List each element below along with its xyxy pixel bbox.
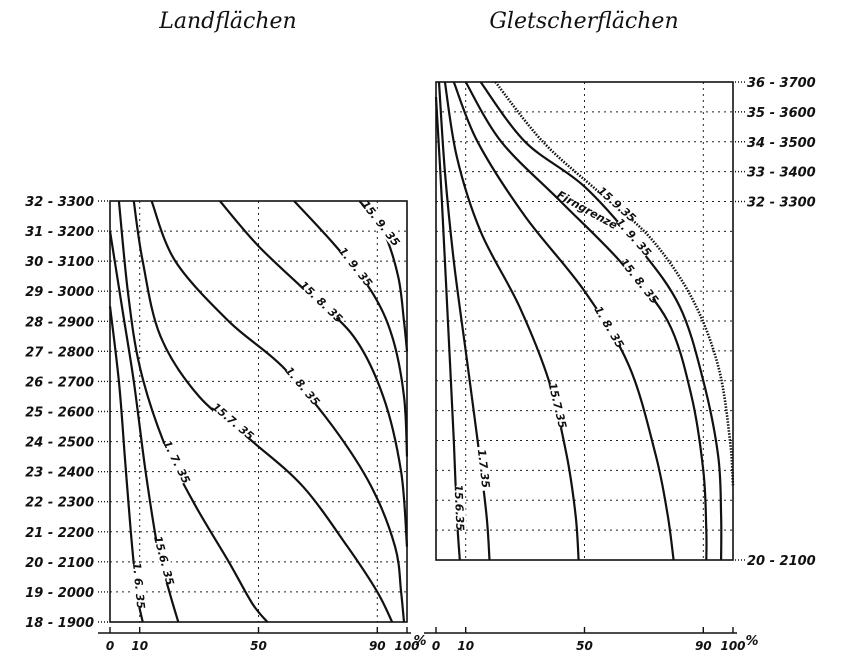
glacier-curve-label-1-7-35: 1.7.35 [475,448,493,489]
glacier-curve-label-1-8-35: 1. 8. 35 [591,304,626,351]
glacier-y-tick-label: 20 - 2100 [747,554,816,569]
land-plot-frame [109,200,408,623]
land-y-axis-labels: 18 - 1900 19 - 2000 20 - 2100 21 - 2200 22 -… [25,195,108,631]
land-y-tick-label: 22 - 2300 [25,496,94,511]
glacier-x-tick-label: 0 [432,639,440,653]
land-curve-label-bg [283,365,322,407]
glacier-y-tick-label: 36 - 3700 [747,76,816,91]
glacier-curve-15-7-35 [443,81,580,561]
glacier-x-unit: % [745,634,758,649]
land-curve-label-15-8-35: 15. 8. 35 [297,279,346,326]
glacier-x-axis: 0 10 50 90 100 [424,627,746,653]
land-x-tick-label: 100 [394,639,419,653]
glacier-x-tick-label: 90 [695,639,712,653]
land-y-tick-label: 26 - 2700 [25,375,94,390]
glacier-y-tick-label: 34 - 3500 [747,136,816,151]
land-curve-label-15-7-35: 15.7. 35 [209,400,256,443]
land-curve-15-7-35 [132,200,394,623]
land-curve-label-1-6-35: 1. 6. 35 [130,562,148,610]
land-curve-label-bg [130,563,148,609]
land-curve-label-15-6-35: 15.6. 35 [151,535,177,587]
land-curve-label-bg [362,202,400,245]
glacier-curve-label-bg [596,185,638,224]
land-x-tick-label: 90 [369,639,386,653]
land-curve-label-bg [301,282,342,322]
land-curve-label-15-9-35: 15. 9. 35 [359,198,403,249]
glacier-curve-15-8-35 [464,81,708,561]
glacier-curve-label-bg [475,445,493,492]
glacier-y-tick-label: 35 - 3600 [747,106,816,121]
glacier-curve-label-bg [452,485,467,530]
glacier-curve-label-15-7-35: 15.7.35 [546,381,570,430]
glacier-curve-label-15-6-35: 15.6.35 [452,484,467,531]
land-y-tick-label: 18 - 1900 [25,616,94,631]
glacier-curve-label-1-9-35: 1. 9. 35 [613,216,654,260]
land-y-tick-label: 25 - 2600 [25,406,94,421]
land-y-tick-label: 21 - 2200 [25,526,94,541]
glacier-chart: Gletscherflächen 15.6.35 1.7.35 15.7.35 1. … [424,9,816,653]
land-curve-label-1-9-35: 1. 9. 35 [336,245,375,290]
land-curve-label-bg [161,439,193,485]
land-curve-label-bg [212,402,254,440]
glacier-curve-label-bg [546,382,569,429]
land-x-tick-label: 0 [106,639,114,653]
land-x-tick-label: 50 [250,639,267,653]
land-curve-label-1-8-35: 1. 8. 35 [282,364,322,408]
land-curve-label-bg [337,245,375,288]
land-curve-15-8-35 [219,200,409,547]
glacier-curve-label-15-8-35: 15. 8. 35 [617,256,661,307]
land-y-tick-label: 27 - 2800 [25,345,94,360]
glacier-chart-title: Gletscherflächen [489,9,678,34]
land-y-tick-label: 31 - 3200 [25,225,94,240]
glacier-curve-15-9-35 [494,81,735,486]
land-y-tick-label: 32 - 3300 [25,195,94,210]
land-chart: Landflächen 1. 6. 35 15.6. 35 1. 7. 35 15.7… [25,9,426,653]
land-y-tick-label: 28 - 2900 [25,315,94,330]
land-x-unit: % [413,634,426,649]
land-y-tick-label: 19 - 2000 [25,586,94,601]
glacier-x-tick-label: 10 [457,639,474,653]
glacier-plot-frame [435,81,734,561]
glacier-curve-1-9-35 [479,81,723,561]
land-curve-label-1-7-35: 1. 7. 35 [160,438,192,486]
land-curve-1-8-35 [150,200,406,623]
land-curve-label-bg [152,537,176,584]
land-y-tick-label: 24 - 2500 [25,436,94,451]
land-x-axis: 0 10 50 90 100 [98,627,420,653]
land-y-tick-label: 30 - 3100 [25,255,94,270]
glacier-curve-label-bg [592,304,626,349]
glacier-y-axis-labels: 36 - 3700 35 - 3600 34 - 3500 33 - 3400 32 -… [735,76,816,569]
land-y-tick-label: 23 - 2400 [25,466,94,481]
glacier-x-tick-label: 100 [720,639,745,653]
land-curve-15-6-35 [108,230,180,623]
land-y-tick-label: 20 - 2100 [25,556,94,571]
land-curve-1-9-35 [293,200,409,457]
glacier-curve-label-bg [621,259,658,302]
glacier-y-tick-label: 33 - 3400 [747,166,816,181]
land-y-tick-label: 29 - 3000 [25,285,94,300]
glacier-x-tick-label: 50 [576,639,593,653]
glacier-y-tick-label: 32 - 3300 [747,196,816,211]
glacier-curve-label-bg [614,216,653,258]
land-x-tick-label: 10 [131,639,148,653]
land-chart-title: Landflächen [158,9,296,34]
glacier-curve-1-7-35 [437,81,491,561]
